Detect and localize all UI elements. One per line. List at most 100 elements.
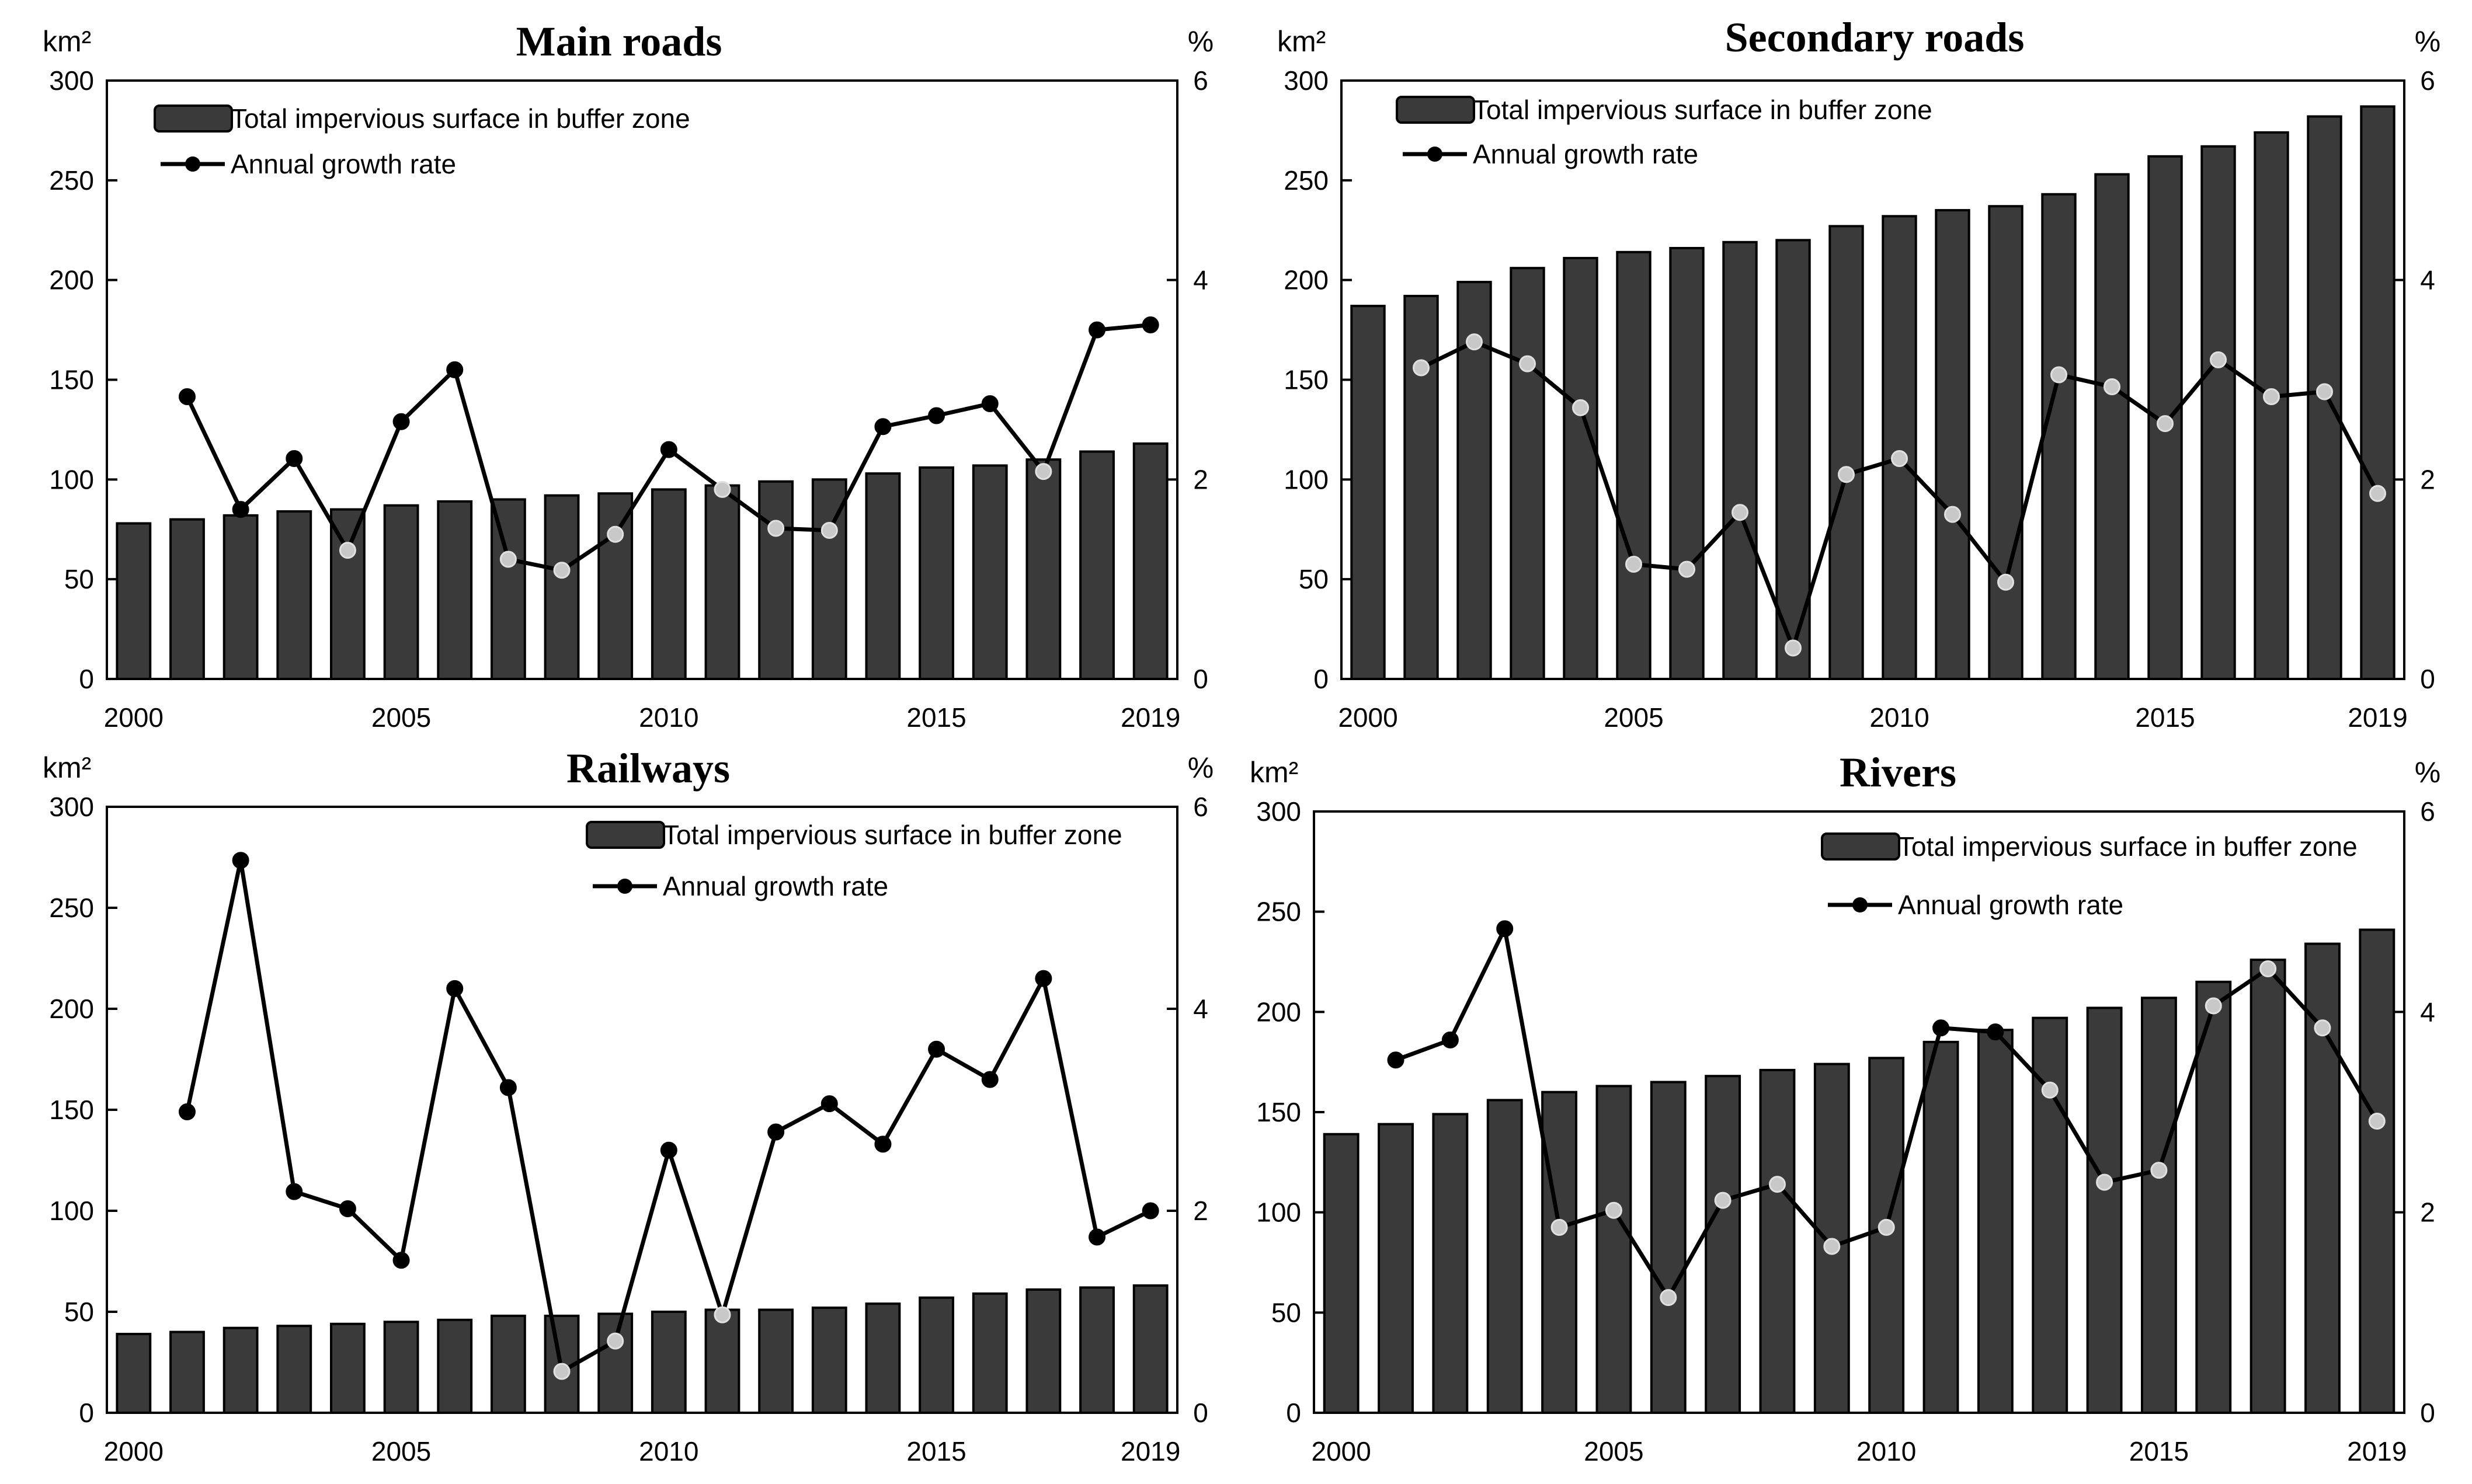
- left-tick-label: 300: [1256, 796, 1301, 827]
- left-tick-label: 300: [49, 792, 94, 822]
- growth-rate-point-2011: [1944, 506, 1961, 523]
- left-tick-label: 150: [1284, 365, 1329, 395]
- growth-rate-point-2006: [446, 980, 464, 997]
- bar-2009: [1828, 225, 1864, 680]
- left-axis-unit: km²: [43, 25, 91, 58]
- bar-2016: [2200, 145, 2236, 680]
- legend-bar-swatch: [1396, 96, 1475, 124]
- right-tick-label: 4: [1193, 265, 1208, 295]
- right-tick-label: 4: [1193, 994, 1208, 1024]
- x-tick-label: 2019: [2348, 702, 2407, 733]
- bar-2005: [383, 1321, 419, 1415]
- growth-rate-point-2003: [286, 450, 303, 467]
- growth-rate-point-2002: [1466, 333, 1483, 351]
- bar-2001: [169, 518, 205, 681]
- growth-rate-point-2006: [1660, 1289, 1677, 1307]
- right-tick-label: 4: [2420, 265, 2435, 295]
- growth-rate-point-2011: [714, 1306, 731, 1323]
- bar-2014: [865, 1302, 901, 1414]
- left-tick-label: 100: [1256, 1197, 1301, 1228]
- left-tick-label: 200: [1284, 265, 1329, 295]
- x-tick-label: 2005: [371, 1436, 431, 1466]
- growth-rate-point-2016: [2205, 997, 2222, 1015]
- legend-line-marker: [1852, 897, 1868, 912]
- growth-rate-point-2009: [1823, 1238, 1841, 1255]
- left-tick-label: 0: [79, 664, 94, 694]
- bar-2016: [2195, 980, 2232, 1415]
- right-tick-label: 0: [1193, 664, 1208, 694]
- bar-2010: [651, 488, 687, 681]
- bar-2016: [972, 464, 1008, 681]
- growth-rate-point-2004: [1550, 1218, 1568, 1236]
- right-tick-label: 6: [1193, 65, 1208, 96]
- growth-rate-point-2005: [392, 1252, 410, 1269]
- bar-2001: [1378, 1123, 1414, 1414]
- bar-2005: [1616, 250, 1652, 681]
- bar-2003: [1510, 267, 1545, 680]
- bar-2007: [490, 1314, 526, 1414]
- chart-panel-railways: Railways km² % 0 50 100 150 200 250 300 0 2 4 6 2000 20…: [43, 745, 1214, 1466]
- growth-rate-point-2008: [1785, 639, 1802, 657]
- right-tick-label: 2: [2420, 1197, 2435, 1228]
- bar-2009: [597, 492, 634, 680]
- bar-2005: [383, 504, 419, 680]
- chart-title: Railways: [566, 745, 730, 792]
- x-tick-label: 2015: [906, 1436, 966, 1466]
- x-tick-label: 2000: [1312, 1436, 1371, 1466]
- left-tick-label: 100: [49, 464, 94, 494]
- bar-2010: [651, 1311, 687, 1414]
- x-tick-label: 2010: [639, 1436, 698, 1466]
- bar-2008: [1775, 239, 1811, 681]
- legend-bar-swatch: [586, 821, 665, 849]
- growth-rate-point-2014: [874, 418, 892, 436]
- growth-rate-point-2002: [232, 501, 249, 518]
- x-tick-label: 2005: [1584, 1436, 1643, 1466]
- x-tick-label: 2010: [639, 702, 698, 733]
- bar-2015: [919, 1296, 954, 1415]
- left-tick-label: 0: [1313, 664, 1329, 694]
- left-tick-label: 50: [64, 1297, 94, 1327]
- bar-2004: [330, 1322, 366, 1415]
- chart-panel-rivers: Rivers km² % 0 50 100 150 200 250 300 0 2 4 6 2000 2005…: [1250, 749, 2440, 1466]
- left-tick-label: 150: [1256, 1097, 1301, 1127]
- bar-2003: [1486, 1099, 1523, 1414]
- right-tick-label: 2: [1193, 464, 1208, 494]
- growth-rate-point-2005: [1605, 1201, 1622, 1219]
- growth-rate-point-2014: [874, 1135, 892, 1153]
- growth-rate-point-2017: [1035, 970, 1052, 987]
- bar-2000: [1323, 1133, 1360, 1415]
- growth-rate-point-2001: [178, 388, 196, 406]
- bar-2013: [2041, 193, 2077, 680]
- left-tick-label: 0: [79, 1398, 94, 1428]
- x-tick-label: 2000: [104, 1436, 164, 1466]
- bar-2011: [704, 1308, 740, 1415]
- growth-rate-point-2015: [928, 1040, 945, 1058]
- right-tick-label: 0: [2420, 664, 2435, 694]
- bar-2007: [490, 498, 526, 680]
- growth-rate-point-2008: [553, 562, 571, 579]
- growth-rate-point-2008: [553, 1363, 571, 1380]
- growth-rate-point-2002: [1441, 1031, 1459, 1048]
- bar-2007: [1705, 1075, 1741, 1414]
- growth-rate-point-2013: [2050, 366, 2067, 384]
- growth-rate-point-2013: [820, 521, 838, 539]
- growth-rate-point-2019: [1142, 1202, 1159, 1220]
- x-tick-label: 2019: [1121, 702, 1180, 733]
- legend-bar-label: Total impervious surface in buffer zone: [231, 103, 690, 134]
- left-tick-label: 250: [49, 893, 94, 923]
- chart-title: Main roads: [516, 18, 722, 65]
- legend-bar-label: Total impervious surface in buffer zone: [1473, 95, 1932, 125]
- chart-title: Rivers: [1840, 749, 1956, 796]
- right-axis-unit: %: [2415, 756, 2440, 789]
- right-axis-unit: %: [1188, 25, 1214, 58]
- bar-2006: [437, 1318, 473, 1415]
- growth-rate-point-2012: [767, 1123, 785, 1141]
- bar-2010: [1882, 215, 1917, 681]
- chart-panel-main-roads: Main roads km² % 0 50 100 150 200 250 300 0 2 4 6 2000…: [43, 18, 1214, 733]
- right-tick-label: 6: [2420, 65, 2435, 96]
- left-tick-label: 250: [1284, 165, 1329, 196]
- growth-rate-point-2017: [1035, 463, 1052, 480]
- x-tick-label: 2019: [2347, 1436, 2407, 1466]
- x-tick-label: 2015: [2129, 1436, 2189, 1466]
- bar-2009: [597, 1312, 634, 1414]
